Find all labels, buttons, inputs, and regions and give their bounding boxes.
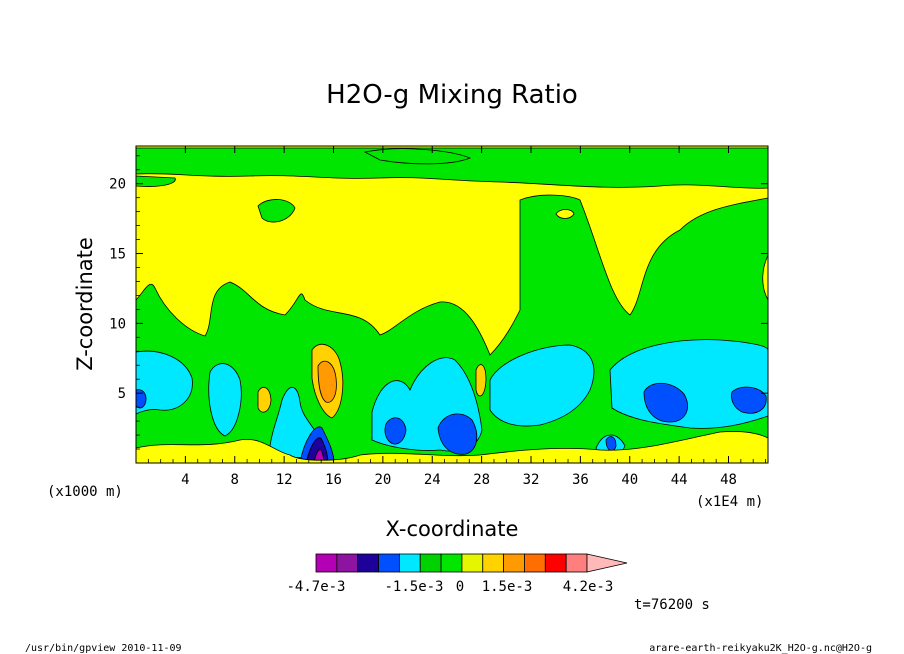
footer-left: /usr/bin/gpview 2010-11-09	[25, 643, 182, 654]
colorbar-label: 4.2e-3	[563, 579, 614, 595]
colorbar-segment	[378, 553, 400, 573]
x-tick-label: 48	[720, 472, 737, 488]
x-axis: 4 8 12 16 20 24 28 32 36 40 44 48	[147, 146, 766, 488]
contour-field	[136, 146, 768, 463]
cyan-right-1	[489, 344, 595, 427]
small-yellow-island	[555, 209, 575, 219]
colorbar-segment	[565, 553, 588, 573]
colorbar-segment	[336, 553, 359, 573]
colorbar-label: -1.5e-3	[384, 579, 443, 595]
y-tick-label: 15	[109, 247, 126, 263]
x-tick-label: 40	[621, 472, 638, 488]
upper-left-green-blob	[257, 199, 296, 223]
x-unit-left: (x1000 m)	[47, 484, 123, 500]
x-tick-label: 28	[473, 472, 490, 488]
x-axis-label: X-coordinate	[386, 517, 519, 541]
colorbar-arrow	[586, 553, 628, 573]
cyan-right-2	[609, 339, 768, 429]
blue-core-4	[731, 386, 767, 414]
blue-core-1	[384, 417, 407, 445]
y-tick-label: 10	[109, 316, 126, 332]
x-tick-label: 16	[325, 472, 342, 488]
colorbar-labels: -4.7e-3 -1.5e-3 0 1.5e-3 4.2e-3	[286, 579, 613, 595]
blue-core-3	[643, 382, 688, 423]
colorbar-label: 0	[456, 579, 464, 595]
blue-core-5	[605, 436, 617, 452]
x-tick-label: 12	[276, 472, 293, 488]
light-orange-left	[257, 386, 272, 413]
colorbar-label: 1.5e-3	[482, 579, 533, 595]
bottom-yellow-band	[136, 431, 768, 463]
colorbar-segment	[461, 553, 484, 573]
colorbar-segment	[357, 553, 379, 573]
blue-core-2	[437, 413, 478, 455]
y-tick-label: 5	[118, 386, 126, 402]
x-tick-label: 4	[181, 472, 189, 488]
y-tick-label: 20	[109, 177, 126, 193]
x-tick-label: 20	[374, 472, 391, 488]
y-axis: 5 10 15 20	[109, 155, 768, 450]
y-axis-label: Z-coordinate	[73, 237, 97, 371]
colorbar-segment	[503, 553, 525, 573]
top-green-band	[136, 147, 768, 189]
colorbar-segment	[419, 553, 442, 573]
x-unit-right: (x1E4 m)	[696, 494, 763, 510]
x-tick-label: 36	[572, 472, 589, 488]
x-tick-label: 8	[231, 472, 239, 488]
colorbar-segment	[398, 553, 421, 573]
colorbar-segment	[315, 553, 338, 573]
x-tick-label: 32	[523, 472, 540, 488]
colorbar-label: -4.7e-3	[286, 579, 345, 595]
time-label: t=76200 s	[634, 597, 710, 613]
colorbar	[315, 553, 628, 573]
colorbar-segment	[440, 553, 463, 573]
light-orange-mid	[475, 364, 487, 397]
colorbar-segment	[524, 553, 546, 573]
colorbar-segment	[482, 553, 505, 573]
chart-title: H2O-g Mixing Ratio	[326, 80, 578, 110]
colorbar-segment	[544, 553, 567, 573]
x-tick-label: 24	[424, 472, 441, 488]
footer-right: arare-earth-reikyaku2K_H2O-g.nc@H2O-g	[649, 643, 872, 654]
plot-frame	[135, 145, 769, 464]
x-tick-label: 44	[671, 472, 688, 488]
top-green-patch	[363, 148, 472, 165]
orange-cell-core	[317, 360, 337, 403]
blue-left-edge	[136, 389, 147, 409]
cyan-left	[136, 350, 193, 415]
cyan-left-center	[208, 363, 242, 437]
